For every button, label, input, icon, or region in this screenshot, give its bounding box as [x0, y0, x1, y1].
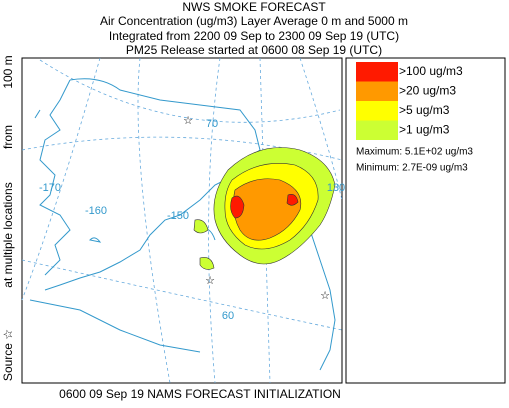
legend-label: >20 ug/m3 — [399, 84, 456, 98]
legend-maximum: Maximum: 5.1E+02 ug/m3 — [356, 147, 473, 158]
source-star: ☆ — [205, 275, 215, 287]
smoke-plume — [193, 147, 336, 270]
subtitle: PM25 Release started at 0600 08 Sep 19 (… — [126, 43, 382, 57]
graticule-label: -170 — [39, 182, 61, 194]
source-star: ☆ — [183, 115, 193, 127]
graticule-label: 70 — [206, 118, 218, 130]
side-label: from — [1, 125, 15, 149]
graticule-label: 130 — [327, 182, 345, 194]
side-label: 100 m — [1, 55, 15, 88]
subtitle: Integrated from 2200 09 Sep to 2300 09 S… — [109, 29, 399, 43]
legend-swatch — [356, 101, 398, 121]
source-star: ☆ — [320, 290, 330, 302]
subtitle: Air Concentration (ug/m3) Layer Average … — [100, 14, 408, 28]
side-label: at multiple locations — [1, 182, 15, 287]
legend-label: >100 ug/m3 — [399, 64, 463, 78]
graticule-label: 60 — [222, 310, 234, 322]
graticule-label: -150 — [167, 210, 189, 222]
map-frame — [21, 57, 343, 384]
legend-swatch — [356, 62, 398, 82]
title: NWS SMOKE FORECAST — [182, 0, 326, 14]
legend-minimum: Minimum: 2.7E-09 ug/m3 — [356, 163, 468, 174]
footer: 0600 09 Sep 19 NAMS FORECAST INITIALIZAT… — [59, 387, 341, 401]
legend-label: >1 ug/m3 — [399, 123, 450, 137]
legend-frame — [345, 57, 506, 384]
legend-label: >5 ug/m3 — [399, 103, 450, 117]
side-label: Source ☆ — [1, 329, 15, 381]
legend-swatch — [356, 81, 398, 101]
legend-swatch — [356, 120, 398, 140]
graticule-label: -160 — [85, 205, 107, 217]
